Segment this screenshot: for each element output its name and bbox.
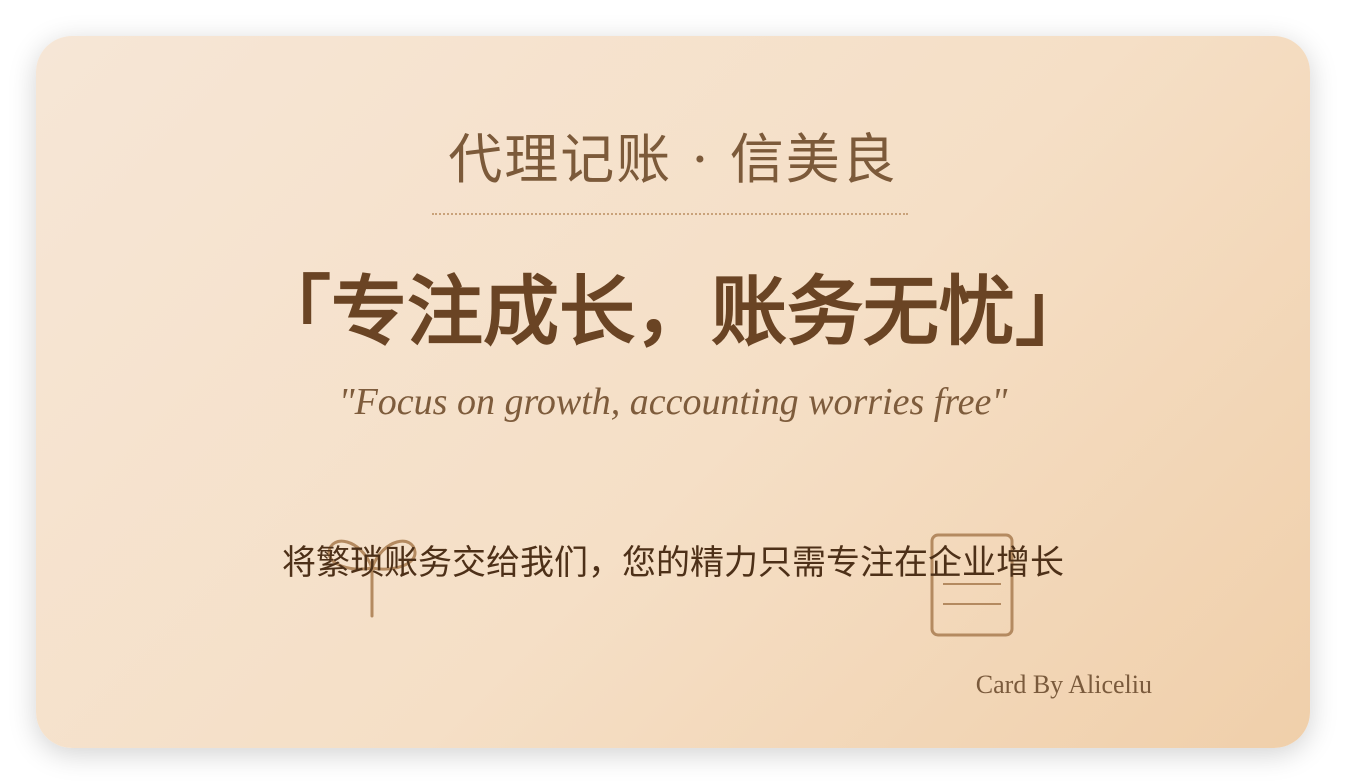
- slogan-chinese: 「专注成长，账务无忧」: [255, 267, 1091, 356]
- brand-title: 代理记账 · 信美良: [448, 128, 898, 191]
- card-signature: Card By Aliceliu: [975, 670, 1152, 699]
- slogan-card: 代理记账 · 信美良 「专注成长，账务无忧」 "Focus on growth,…: [36, 36, 1310, 748]
- tagline: 将繁琐账务交给我们，您的精力只需专注在企业增长: [282, 543, 1064, 583]
- sprout-icon: [327, 539, 417, 618]
- document-icon: [930, 533, 1014, 637]
- slogan-english: "Focus on growth, accounting worries fre…: [338, 381, 1008, 423]
- dotted-divider: [432, 213, 908, 215]
